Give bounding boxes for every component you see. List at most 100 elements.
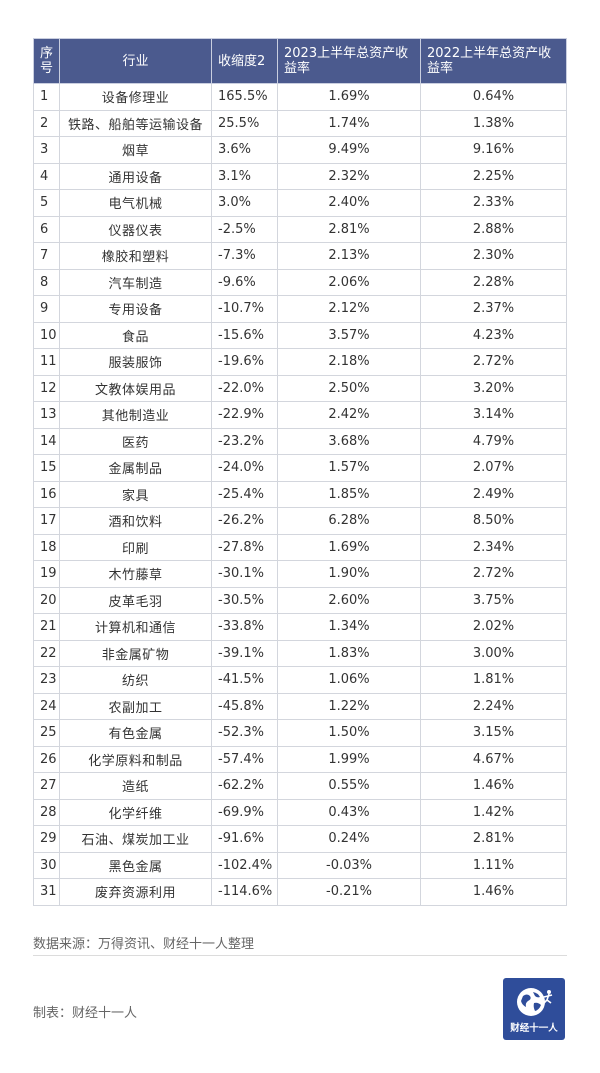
table-row: 15 金属制品 -24.0% 1.57% 2.07% [33, 454, 567, 482]
table-row: 9 专用设备 -10.7% 2.12% 2.37% [33, 295, 567, 323]
shrink-rate-cell: -57.4% [211, 745, 278, 773]
table-row: 10 食品 -15.6% 3.57% 4.23% [33, 321, 567, 349]
shrink-rate-cell: 3.0% [211, 189, 278, 217]
shrink-rate-cell: -22.0% [211, 374, 278, 402]
industry-name-cell: 酒和饮料 [59, 507, 212, 535]
roa-2022-cell: 2.81% [420, 825, 567, 853]
roa-2023-cell: 0.55% [277, 772, 421, 800]
roa-2023-cell: 1.22% [277, 692, 421, 720]
shrink-rate-cell: -30.5% [211, 586, 278, 614]
shrink-rate-cell: 3.1% [211, 162, 278, 190]
row-index-cell: 21 [33, 613, 60, 641]
industry-name-cell: 汽车制造 [59, 268, 212, 296]
row-index-cell: 25 [33, 719, 60, 747]
roa-2022-cell: 3.14% [420, 401, 567, 429]
table-row: 29 石油、煤炭加工业 -91.6% 0.24% 2.81% [33, 825, 567, 853]
industry-name-cell: 造纸 [59, 772, 212, 800]
roa-2023-cell: 1.50% [277, 719, 421, 747]
row-index-cell: 14 [33, 427, 60, 455]
shrink-rate-cell: -39.1% [211, 639, 278, 667]
roa-2023-cell: 0.24% [277, 825, 421, 853]
table-row: 31 废弃资源利用 -114.6% -0.21% 1.46% [33, 878, 567, 906]
row-index-cell: 26 [33, 745, 60, 773]
industry-name-cell: 皮革毛羽 [59, 586, 212, 614]
industry-name-cell: 专用设备 [59, 295, 212, 323]
roa-2022-cell: 2.33% [420, 189, 567, 217]
roa-2023-cell: 1.69% [277, 83, 421, 111]
row-index-cell: 23 [33, 666, 60, 694]
roa-2022-cell: 3.20% [420, 374, 567, 402]
shrink-rate-cell: -27.8% [211, 533, 278, 561]
roa-2023-cell: 1.83% [277, 639, 421, 667]
table-row: 13 其他制造业 -22.9% 2.42% 3.14% [33, 401, 567, 429]
roa-2022-cell: 2.49% [420, 480, 567, 508]
row-index-cell: 13 [33, 401, 60, 429]
roa-2023-cell: 2.06% [277, 268, 421, 296]
table-header-row: 序号 行业 收缩度2 2023上半年总资产收益率 2022上半年总资产收益率 [33, 38, 567, 84]
roa-2023-cell: 1.90% [277, 560, 421, 588]
shrink-rate-cell: -62.2% [211, 772, 278, 800]
row-index-cell: 10 [33, 321, 60, 349]
shrink-rate-cell: -24.0% [211, 454, 278, 482]
shrink-rate-cell: -30.1% [211, 560, 278, 588]
header-index: 序号 [33, 38, 60, 84]
roa-2022-cell: 1.42% [420, 798, 567, 826]
shrink-rate-cell: -10.7% [211, 295, 278, 323]
row-index-cell: 27 [33, 772, 60, 800]
industry-name-cell: 烟草 [59, 136, 212, 164]
table-body: 1 设备修理业 165.5% 1.69% 0.64% 2 铁路、船舶等运输设备 25.5% 1.… [33, 83, 567, 906]
industry-name-cell: 其他制造业 [59, 401, 212, 429]
roa-2023-cell: 2.13% [277, 242, 421, 270]
industry-name-cell: 文教体娱用品 [59, 374, 212, 402]
industry-name-cell: 电气机械 [59, 189, 212, 217]
roa-2023-cell: 3.57% [277, 321, 421, 349]
table-row: 7 橡胶和塑料 -7.3% 2.13% 2.30% [33, 242, 567, 270]
row-index-cell: 22 [33, 639, 60, 667]
row-index-cell: 31 [33, 878, 60, 906]
shrink-rate-cell: -69.9% [211, 798, 278, 826]
row-index-cell: 19 [33, 560, 60, 588]
roa-2022-cell: 2.28% [420, 268, 567, 296]
industry-name-cell: 通用设备 [59, 162, 212, 190]
shrink-rate-cell: 25.5% [211, 109, 278, 137]
header-industry: 行业 [59, 38, 212, 84]
row-index-cell: 8 [33, 268, 60, 296]
roa-2022-cell: 4.67% [420, 745, 567, 773]
roa-2022-cell: 1.81% [420, 666, 567, 694]
shrink-rate-cell: -33.8% [211, 613, 278, 641]
data-source-note: 数据来源：万得资讯、财经十一人整理 [33, 937, 255, 952]
row-index-cell: 3 [33, 136, 60, 164]
industry-name-cell: 农副加工 [59, 692, 212, 720]
roa-2022-cell: 1.46% [420, 772, 567, 800]
divider [33, 955, 567, 956]
row-index-cell: 12 [33, 374, 60, 402]
row-index-cell: 6 [33, 215, 60, 243]
table-row: 3 烟草 3.6% 9.49% 9.16% [33, 136, 567, 164]
roa-2022-cell: 8.50% [420, 507, 567, 535]
roa-2022-cell: 1.38% [420, 109, 567, 137]
table-row: 18 印刷 -27.8% 1.69% 2.34% [33, 533, 567, 561]
roa-2022-cell: 2.37% [420, 295, 567, 323]
row-index-cell: 4 [33, 162, 60, 190]
shrink-rate-cell: -19.6% [211, 348, 278, 376]
header-roa-2023: 2023上半年总资产收益率 [277, 38, 421, 84]
roa-2023-cell: 2.18% [277, 348, 421, 376]
shrink-rate-cell: -26.2% [211, 507, 278, 535]
industry-name-cell: 有色金属 [59, 719, 212, 747]
roa-2022-cell: 2.07% [420, 454, 567, 482]
roa-2022-cell: 3.15% [420, 719, 567, 747]
shrink-rate-cell: -45.8% [211, 692, 278, 720]
shrink-rate-cell: -15.6% [211, 321, 278, 349]
industry-name-cell: 木竹藤草 [59, 560, 212, 588]
shrink-rate-cell: -22.9% [211, 401, 278, 429]
shrink-rate-cell: -23.2% [211, 427, 278, 455]
row-index-cell: 30 [33, 851, 60, 879]
roa-2022-cell: 9.16% [420, 136, 567, 164]
logo-text: 财经十一人 [510, 1023, 558, 1034]
shrink-rate-cell: -91.6% [211, 825, 278, 853]
roa-2023-cell: -0.21% [277, 878, 421, 906]
roa-2023-cell: 1.74% [277, 109, 421, 137]
roa-2023-cell: 2.12% [277, 295, 421, 323]
roa-2022-cell: 4.79% [420, 427, 567, 455]
